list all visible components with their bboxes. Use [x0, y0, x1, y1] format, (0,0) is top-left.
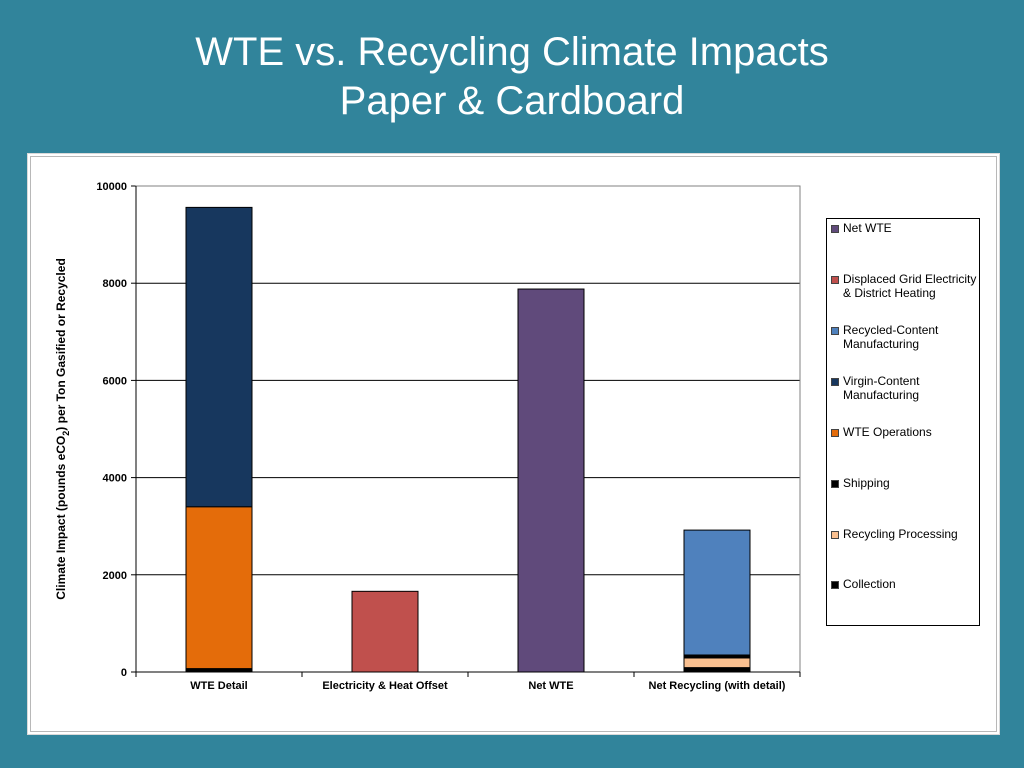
slide-title: WTE vs. Recycling Climate Impacts Paper … [0, 28, 1024, 126]
slide-title-line2: Paper & Cardboard [339, 79, 685, 123]
legend-item: Recycled-Content Manufacturing [831, 323, 979, 351]
legend-swatch [831, 581, 839, 589]
x-category-label: Net Recycling (with detail) [649, 680, 786, 692]
legend-item: Recycling Processing [831, 527, 979, 541]
y-axis-title: Climate Impact (pounds eCO2) per Ton Gas… [54, 258, 71, 600]
chart-legend: Net WTE Displaced Grid Electricity & Dist… [826, 218, 980, 626]
legend-swatch [831, 378, 839, 386]
legend-item: Virgin-Content Manufacturing [831, 374, 979, 402]
legend-item: Displaced Grid Electricity & District He… [831, 272, 979, 300]
legend-label: Collection [843, 577, 896, 591]
legend-label: Recycling Processing [843, 527, 958, 541]
legend-item: Collection [831, 577, 979, 591]
legend-label: Shipping [843, 476, 890, 490]
legend-swatch [831, 480, 839, 488]
x-category-label: WTE Detail [190, 680, 247, 692]
bar-segment-collection [683, 667, 751, 673]
y-tick-label: 2000 [103, 570, 127, 582]
legend-item: WTE Operations [831, 425, 979, 439]
y-tick-label: 10000 [96, 181, 127, 193]
legend-swatch [831, 225, 839, 233]
bar-segment-wte-operations [185, 506, 253, 670]
legend-label: Net WTE [843, 221, 892, 235]
bar-segment-virgin-content-manufacturing [185, 206, 253, 508]
x-category-label: Electricity & Heat Offset [322, 680, 448, 692]
legend-item: Shipping [831, 476, 979, 490]
legend-swatch [831, 531, 839, 539]
bar-segment-displaced-grid-electricity-district-heating [351, 590, 419, 673]
legend-label: WTE Operations [843, 425, 932, 439]
legend-swatch [831, 327, 839, 335]
y-tick-label: 4000 [103, 473, 127, 485]
bar-segment-recycling-processing [683, 657, 751, 669]
legend-swatch [831, 429, 839, 437]
legend-item: Net WTE [831, 221, 979, 235]
legend-label: Recycled-Content Manufacturing [843, 323, 939, 351]
chart-panel: 0 2000 4000 6000 8000 10000 WTE Detail Electric… [27, 153, 1000, 735]
x-category-label: Net WTE [528, 680, 573, 692]
y-tick-label: 0 [121, 667, 127, 679]
legend-label: Displaced Grid Electricity & District He… [843, 272, 977, 300]
y-tick-label: 6000 [103, 375, 127, 387]
legend-swatch [831, 276, 839, 284]
bar-segment-recycled-content-manufacturing [683, 529, 751, 656]
bar-segment-net-wte [517, 288, 585, 673]
slide-title-line1: WTE vs. Recycling Climate Impacts [195, 30, 829, 74]
bar-chart: 0 2000 4000 6000 8000 10000 WTE Detail Electric… [54, 181, 801, 692]
y-tick-label: 8000 [103, 278, 127, 290]
legend-label: Virgin-Content Manufacturing [843, 374, 920, 402]
bar-segment-collection [185, 668, 253, 673]
